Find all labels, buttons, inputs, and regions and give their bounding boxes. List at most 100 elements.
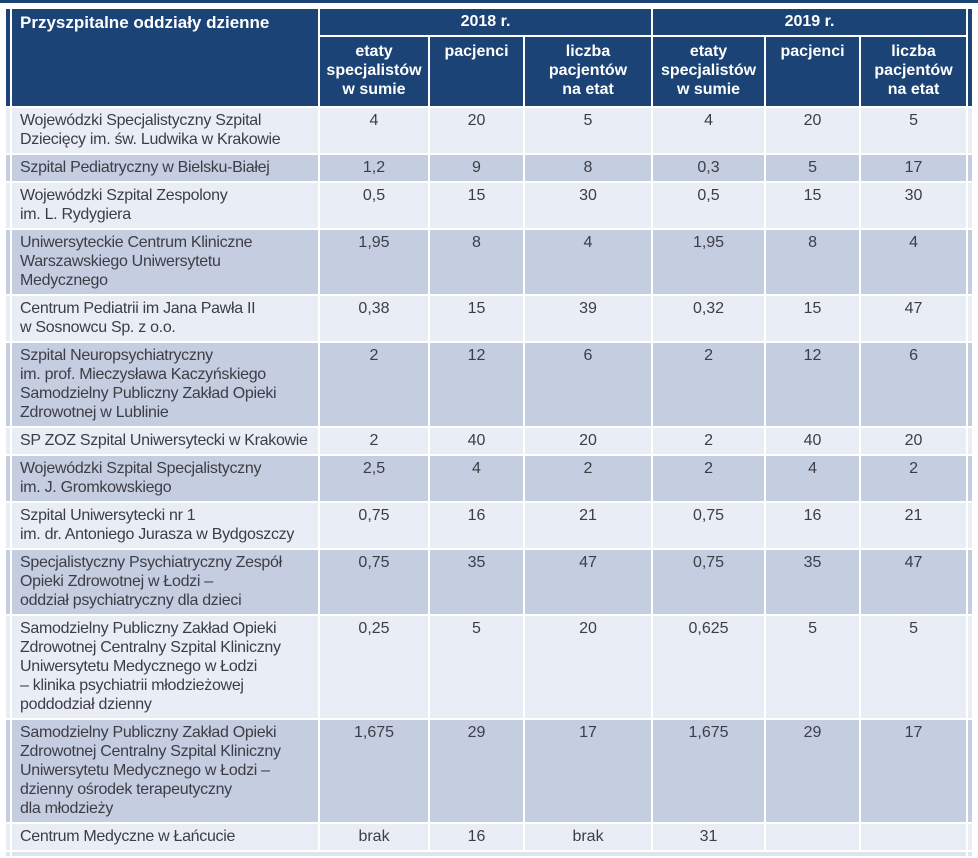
- value-cell: 0,75: [653, 503, 765, 548]
- row-edge-left: [6, 343, 10, 426]
- row-edge-right: [968, 296, 973, 341]
- row-edge-right: [968, 230, 973, 294]
- value-cell: 39: [525, 296, 652, 341]
- top-rule: [0, 0, 978, 3]
- hospital-name-cell: Wojewódzki Specjalistyczny Szpital Dziec…: [12, 108, 318, 153]
- value-cell: 47: [861, 296, 967, 341]
- row-edge-left: [6, 230, 10, 294]
- value-cell: 1,2: [320, 155, 428, 181]
- value-cell: 2: [653, 343, 765, 426]
- value-cell: 0,38: [320, 296, 428, 341]
- hospital-name-cell: Specjalistyczny Psychiatryczny Zespół Op…: [12, 550, 318, 614]
- value-cell: 4: [430, 456, 523, 501]
- value-cell: brak: [525, 824, 652, 850]
- value-cell: 17: [525, 720, 652, 822]
- value-cell: 9: [430, 155, 523, 181]
- value-cell: 17: [861, 720, 967, 822]
- value-cell: 2,5: [320, 456, 428, 501]
- bottom-edge-left: [6, 852, 10, 856]
- row-edge-right: [968, 720, 973, 822]
- value-cell: 20: [525, 428, 652, 454]
- row-edge-left: [6, 824, 10, 850]
- value-cell: 1,675: [320, 720, 428, 822]
- row-edge-left: [6, 616, 10, 718]
- value-cell: 16: [430, 824, 523, 850]
- hospital-name-cell: Uniwersyteckie Centrum Kliniczne Warszaw…: [12, 230, 318, 294]
- value-cell: 0,5: [320, 183, 428, 228]
- row-edge-left: [6, 183, 10, 228]
- row-edge-left: [6, 456, 10, 501]
- sub-header-etaty-2019: etaty specjalistów w sumie: [653, 37, 765, 106]
- table-row: Samodzielny Publiczny Zakład Opieki Zdro…: [6, 720, 973, 822]
- row-edge-left: [6, 720, 10, 822]
- row-edge-right: [968, 616, 973, 718]
- row-edge-left: [6, 108, 10, 153]
- value-cell: 0,625: [653, 616, 765, 718]
- value-cell: 15: [766, 183, 860, 228]
- table-row: Szpital Pediatryczny w Bielsku-Białej 1,…: [6, 155, 973, 181]
- value-cell: 6: [861, 343, 967, 426]
- value-cell: 4: [861, 230, 967, 294]
- row-edge-right: [968, 428, 973, 454]
- hospital-name-cell: Samodzielny Publiczny Zakład Opieki Zdro…: [12, 720, 318, 822]
- hospital-name-cell: Szpital Uniwersytecki nr 1 im. dr. Anton…: [12, 503, 318, 548]
- value-cell: 0,3: [653, 155, 765, 181]
- value-cell: 4: [653, 108, 765, 153]
- value-cell: 2: [525, 456, 652, 501]
- header-year-row: Przyszpitalne oddziały dzienne 2018 r. 2…: [6, 9, 973, 106]
- value-cell: 12: [430, 343, 523, 426]
- hospital-name-cell: Centrum Medyczne w Łańcucie: [12, 824, 318, 850]
- hospital-name-cell: SP ZOZ Szpital Uniwersytecki w Krakowie: [12, 428, 318, 454]
- value-cell: 0,5: [653, 183, 765, 228]
- value-cell: 5: [861, 108, 967, 153]
- hospital-name-cell: Szpital Pediatryczny w Bielsku-Białej: [12, 155, 318, 181]
- row-edge-right: [968, 550, 973, 614]
- value-cell: 4: [766, 456, 860, 501]
- value-cell: 40: [430, 428, 523, 454]
- value-cell: 29: [766, 720, 860, 822]
- table-row: Centrum Pediatrii im Jana Pawła II w Sos…: [6, 296, 973, 341]
- value-cell: brak: [320, 824, 428, 850]
- value-cell: 8: [430, 230, 523, 294]
- value-cell: 16: [430, 503, 523, 548]
- bottom-edge-right: [968, 852, 973, 856]
- value-cell: [861, 824, 967, 850]
- value-cell: 20: [766, 108, 860, 153]
- row-edge-right: [968, 824, 973, 850]
- table-row: Centrum Medyczne w Łańcucie brak 16 brak…: [6, 824, 973, 850]
- row-edge-right: [968, 343, 973, 426]
- value-cell: 8: [766, 230, 860, 294]
- value-cell: 30: [861, 183, 967, 228]
- table-row: Uniwersyteckie Centrum Kliniczne Warszaw…: [6, 230, 973, 294]
- value-cell: 4: [320, 108, 428, 153]
- year-header-2019: 2019 r.: [653, 9, 967, 35]
- table-row: Wojewódzki Szpital Zespolony im. L. Rydy…: [6, 183, 973, 228]
- value-cell: 0,32: [653, 296, 765, 341]
- hospital-day-wards-table: Przyszpitalne oddziały dzienne 2018 r. 2…: [4, 7, 974, 858]
- value-cell: 47: [525, 550, 652, 614]
- table-header: Przyszpitalne oddziały dzienne 2018 r. 2…: [6, 9, 973, 106]
- value-cell: 5: [861, 616, 967, 718]
- value-cell: 0,75: [320, 503, 428, 548]
- bottom-edge: [12, 852, 967, 856]
- value-cell: 12: [766, 343, 860, 426]
- table-footer: [6, 852, 973, 856]
- value-cell: 29: [430, 720, 523, 822]
- row-edge-right: [968, 183, 973, 228]
- value-cell: 15: [766, 296, 860, 341]
- row-edge-right: [968, 456, 973, 501]
- value-cell: 1,95: [320, 230, 428, 294]
- sub-header-pacjenci-2018: pacjenci: [430, 37, 523, 106]
- table-row: Samodzielny Publiczny Zakład Opieki Zdro…: [6, 616, 973, 718]
- row-edge-left: [6, 503, 10, 548]
- row-edge-left: [6, 155, 10, 181]
- value-cell: 2: [320, 428, 428, 454]
- bottom-edge-row: [6, 852, 973, 856]
- value-cell: 1,95: [653, 230, 765, 294]
- header-sub-row: etaty specjalistów w sumie pacjenci licz…: [6, 37, 972, 106]
- table-row: Szpital Neuropsychiatryczny im. prof. Mi…: [6, 343, 973, 426]
- table-row: Specjalistyczny Psychiatryczny Zespół Op…: [6, 550, 973, 614]
- value-cell: 2: [861, 456, 967, 501]
- row-edge-left: [6, 296, 10, 341]
- row-edge-right: [968, 155, 973, 181]
